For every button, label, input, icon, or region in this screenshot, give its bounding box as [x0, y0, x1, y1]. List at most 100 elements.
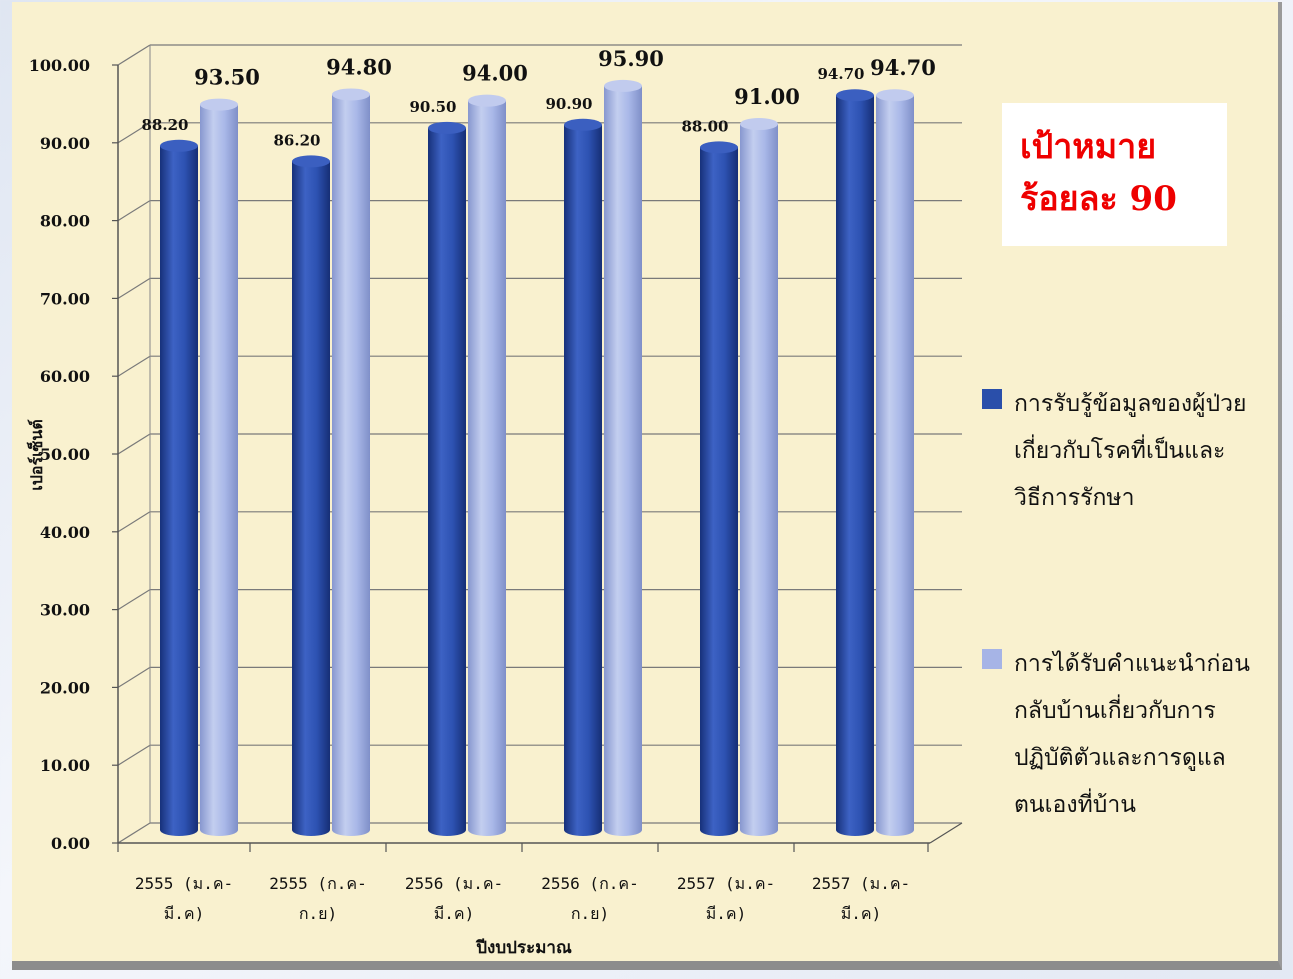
- bar-top: [876, 89, 914, 102]
- grid-diagonal: [117, 822, 151, 844]
- bar-body: [700, 147, 738, 837]
- x-tick-label: 2557 (ม.ค-: [677, 874, 775, 893]
- y-tick-label: 60.00: [40, 367, 90, 386]
- legend-line: เกี่ยวกับโรคที่เป็นและ: [1014, 438, 1226, 464]
- bar-series-2: [200, 98, 238, 836]
- bar-value-label: 91.00: [734, 84, 800, 109]
- y-axis-title: เปอร์เซ็นต์: [25, 419, 46, 490]
- grid-layer: [112, 44, 963, 852]
- bar-value-label: 94.70: [818, 65, 865, 83]
- grid-diagonal: [117, 44, 151, 66]
- x-tick-label: ก.ย): [299, 904, 337, 923]
- grid-diagonal: [117, 589, 151, 611]
- bar-top: [700, 141, 738, 154]
- y-tick-label: 20.00: [40, 678, 90, 697]
- bar-value-label: 93.50: [194, 65, 260, 90]
- x-tick-label: 2556 (ม.ค-: [405, 874, 503, 893]
- grid-diagonal: [117, 744, 151, 766]
- x-tick-label: มี.ค): [434, 904, 475, 923]
- bar-top: [428, 121, 466, 134]
- bar-body: [428, 127, 466, 836]
- bar-series-1: [160, 139, 198, 836]
- y-tick-label: 90.00: [40, 134, 90, 153]
- bar-series-2: [740, 118, 778, 836]
- y-tick-label: 80.00: [40, 212, 90, 231]
- x-tick-label: 2557 (ม.ค-: [812, 874, 910, 893]
- bar-top: [740, 118, 778, 131]
- legend-line: วิธีการรักษา: [1014, 485, 1135, 511]
- grid-diagonal: [117, 355, 151, 377]
- legend-swatch-series-2: [982, 649, 1002, 669]
- bar-top: [836, 89, 874, 102]
- bar-top: [200, 98, 238, 111]
- bar-value-label: 90.50: [410, 98, 457, 116]
- y-tick-label: 100.00: [29, 56, 90, 75]
- y-tick-label: 10.00: [40, 756, 90, 775]
- bar-body: [876, 95, 914, 836]
- target-line-1: เป้าหมาย: [1020, 127, 1157, 167]
- bar-body: [292, 161, 330, 836]
- x-tick-label: 2556 (ก.ค-: [541, 874, 638, 893]
- x-tick-label: มี.ค): [164, 904, 205, 923]
- bar-value-label: 94.70: [870, 55, 936, 80]
- target-box: เป้าหมาย ร้อยละ 90: [1002, 103, 1227, 246]
- bar-top: [604, 79, 642, 92]
- x-tick-label: มี.ค): [706, 904, 747, 923]
- labels-layer: 0.00 10.00 20.00 30.00 40.00 50.00 60.00 70.00 8…: [25, 46, 936, 958]
- target-line-2: ร้อยละ 90: [1020, 179, 1177, 219]
- legend-line: กลับบ้านเกี่ยวกับการ: [1014, 698, 1216, 724]
- bar-series-1: [292, 155, 330, 836]
- bar-series-1: [700, 141, 738, 837]
- bars-layer: [160, 79, 914, 837]
- y-tick-label: 70.00: [40, 289, 90, 308]
- bar-top: [160, 139, 198, 152]
- floor-edge: [929, 822, 963, 844]
- bar-value-label: 95.90: [598, 46, 664, 71]
- bar-body: [740, 124, 778, 836]
- x-axis-title: ปีงบประมาณ: [475, 937, 572, 958]
- y-tick-label: 0.00: [51, 834, 90, 853]
- bar-series-1: [836, 89, 874, 836]
- x-tick-label: 2555 (ก.ค-: [269, 874, 366, 893]
- bar-body: [332, 94, 370, 837]
- bar-series-2: [876, 89, 914, 836]
- bar-top: [292, 155, 330, 168]
- grid-diagonal: [117, 122, 151, 144]
- bar-body: [604, 85, 642, 836]
- grid-diagonal: [117, 511, 151, 533]
- bar-body: [468, 100, 506, 837]
- bar-value-label: 88.20: [142, 116, 189, 134]
- legend-label-series-2: การได้รับคำแนะนำก่อน กลับบ้านเกี่ยวกับกา…: [1014, 641, 1293, 829]
- legend-line: การรับรู้ข้อมูลของผู้ป่วย: [1014, 391, 1247, 417]
- y-tick-label: 50.00: [40, 445, 90, 464]
- x-tick-label: ก.ย): [571, 904, 609, 923]
- bar-series-1: [428, 121, 466, 836]
- grid-diagonal: [117, 200, 151, 222]
- bar-value-label: 88.00: [682, 117, 729, 135]
- bar-body: [564, 124, 602, 837]
- bar-top: [332, 88, 370, 101]
- bar-series-2: [332, 88, 370, 837]
- x-tick-label: 2555 (ม.ค-: [135, 874, 233, 893]
- grid-diagonal: [117, 433, 151, 455]
- legend-swatch-series-1: [982, 389, 1002, 409]
- y-tick-label: 40.00: [40, 523, 90, 542]
- bar-value-label: 94.00: [462, 61, 528, 86]
- grid-diagonal: [117, 666, 151, 688]
- bar-body: [160, 145, 198, 836]
- legend-line: การได้รับคำแนะนำก่อน: [1014, 651, 1250, 677]
- bar-value-label: 86.20: [274, 131, 321, 149]
- bar-value-label: 94.80: [326, 54, 392, 79]
- grid-diagonal: [117, 277, 151, 299]
- bar-series-2: [468, 94, 506, 837]
- bar-value-label: 90.90: [546, 95, 593, 113]
- legend-line: ปฏิบัติตัวและการดูแล: [1014, 745, 1226, 771]
- x-tick-label: มี.ค): [841, 904, 882, 923]
- legend-line: ตนเองที่บ้าน: [1014, 792, 1136, 818]
- legend-label-series-1: การรับรู้ข้อมูลของผู้ป่วย เกี่ยวกับโรคที…: [1014, 381, 1293, 522]
- bar-body: [200, 104, 238, 836]
- bar-top: [564, 118, 602, 131]
- bar-series-1: [564, 118, 602, 837]
- bar-top: [468, 94, 506, 107]
